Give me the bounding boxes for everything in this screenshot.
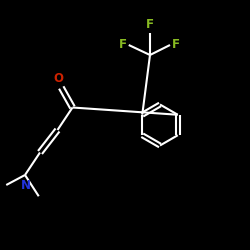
Text: N: N bbox=[21, 179, 31, 192]
Text: F: F bbox=[146, 18, 154, 30]
Text: O: O bbox=[53, 72, 63, 86]
Text: F: F bbox=[119, 38, 127, 52]
Text: F: F bbox=[172, 38, 180, 52]
